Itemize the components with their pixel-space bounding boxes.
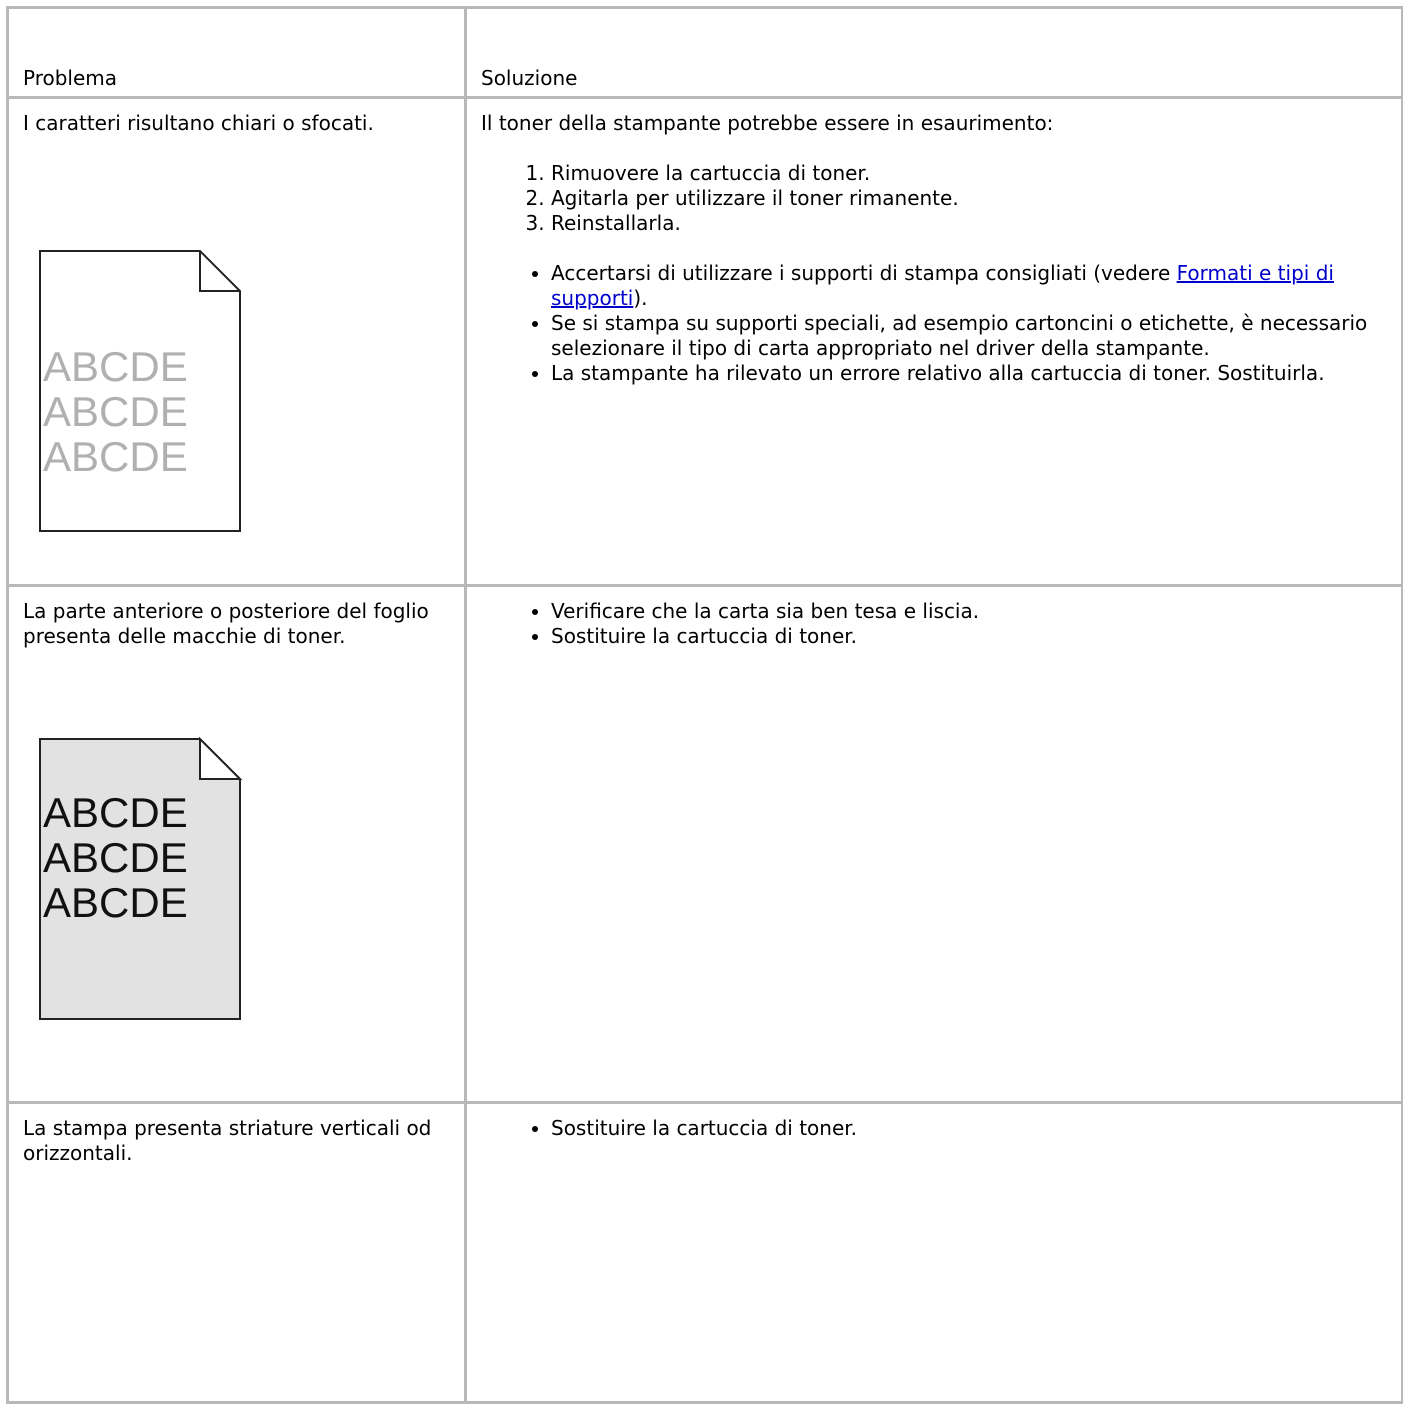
bullet: Se si stampa su supporti speciali, ad es… — [551, 311, 1387, 361]
header-row: Problema Soluzione — [6, 6, 1403, 99]
troubleshooting-table: Problema Soluzione I caratteri risultano… — [6, 6, 1403, 1404]
bullet-list: Verificare che la carta sia ben tesa e l… — [481, 599, 1387, 649]
step: Rimuovere la cartuccia di toner. — [551, 161, 1387, 186]
illustration: ABCDE ABCDE ABCDE — [39, 736, 243, 1020]
bullet-list: Sostituire la cartuccia di toner. — [481, 1116, 1387, 1141]
page: Problema Soluzione I caratteri risultano… — [0, 0, 1403, 1238]
header-cell: Problema — [6, 6, 467, 99]
solution-cell: Sostituire la cartuccia di toner. — [464, 1101, 1403, 1404]
illustration-text: ABCDE — [43, 834, 188, 881]
bullet-text: Accertarsi di utilizzare i supporti di s… — [551, 261, 1177, 285]
solution-cell: Il toner della stampante potrebbe essere… — [464, 96, 1403, 587]
illustration-text: ABCDE — [43, 879, 188, 926]
bullet: Sostituire la cartuccia di toner. — [551, 1116, 1387, 1141]
link[interactable]: Formati e tipi di supporti — [551, 261, 1334, 310]
step: Reinstallarla. — [551, 211, 1387, 236]
solution-cell: Verificare che la carta sia ben tesa e l… — [464, 584, 1403, 1104]
illustration: ABCDE ABCDE ABCDE — [39, 250, 241, 532]
bullet: Sostituire la cartuccia di toner. — [551, 624, 1387, 649]
bullet: Accertarsi di utilizzare i supporti di s… — [551, 261, 1387, 311]
problem-cell: La parte anteriore o posteriore del fogl… — [6, 584, 467, 1104]
problem-text: La stampa presenta striature verticali o… — [23, 1116, 432, 1165]
bullet: La stampante ha rilevato un errore relat… — [551, 361, 1387, 386]
bullet-list: Accertarsi di utilizzare i supporti di s… — [481, 261, 1387, 386]
step: Agitarla per utilizzare il toner rimanen… — [551, 186, 1387, 211]
illustration-text: ABCDE — [43, 789, 188, 836]
solution-intro: Il toner della stampante potrebbe essere… — [481, 111, 1054, 135]
bullet-text: ). — [633, 286, 648, 310]
problem-text: La parte anteriore o posteriore del fogl… — [23, 599, 429, 648]
row: La stampa presenta striature verticali o… — [6, 1101, 1403, 1404]
problem-text: I caratteri risultano chiari o sfocati. — [23, 111, 374, 135]
illustration-text: ABCDE — [43, 343, 188, 390]
bullet: Verificare che la carta sia ben tesa e l… — [551, 599, 1387, 624]
steps-list: Rimuovere la cartuccia di toner. Agitarl… — [481, 161, 1387, 236]
illustration-text: ABCDE — [43, 433, 188, 480]
row: I caratteri risultano chiari o sfocati. … — [6, 96, 1403, 587]
illustration-text: ABCDE — [43, 388, 188, 435]
problem-cell: I caratteri risultano chiari o sfocati. … — [6, 96, 467, 587]
row: La parte anteriore o posteriore del fogl… — [6, 584, 1403, 1104]
problem-cell: La stampa presenta striature verticali o… — [6, 1101, 467, 1404]
header-cell: Soluzione — [464, 6, 1403, 99]
